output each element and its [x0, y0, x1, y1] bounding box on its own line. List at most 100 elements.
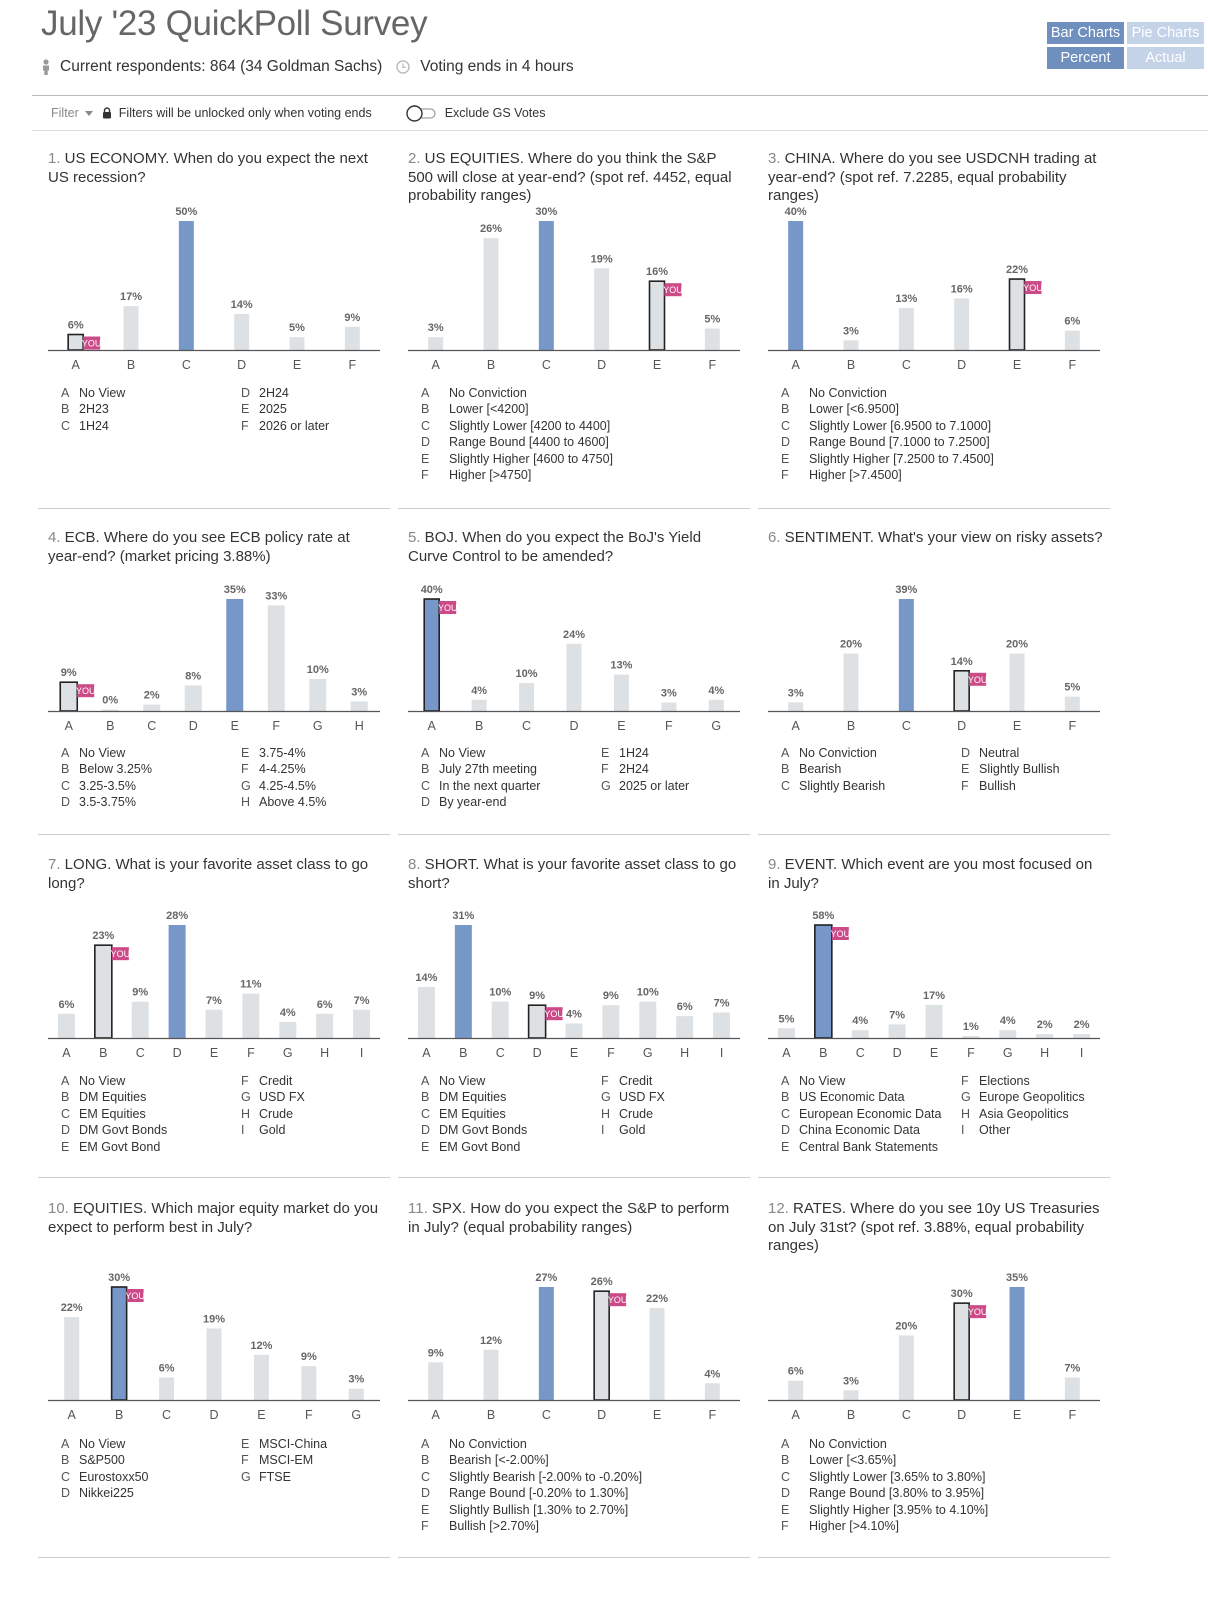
chart-bar-F[interactable] — [1064, 696, 1080, 711]
chart-bar-I[interactable] — [1073, 1034, 1091, 1038]
chart-bar-F[interactable] — [267, 605, 285, 711]
chart-bar-E[interactable] — [925, 1004, 943, 1038]
chart-bar-B[interactable] — [843, 653, 859, 711]
chart-bar-D[interactable] — [206, 1328, 222, 1400]
chart-bar-E[interactable] — [565, 1023, 583, 1038]
chart-bar-A[interactable] — [788, 221, 804, 350]
chart-bar-B[interactable] — [123, 306, 139, 350]
chart-bar-B[interactable] — [483, 238, 499, 350]
bar-value-label: 8% — [185, 670, 201, 682]
chart-bar-C[interactable] — [898, 1335, 914, 1400]
chart-bar-C[interactable] — [538, 221, 554, 350]
chart-bar-A[interactable] — [428, 337, 444, 350]
chart-bar-C[interactable] — [519, 683, 535, 711]
chart-bar-C[interactable] — [131, 1001, 149, 1038]
pie-charts-button[interactable]: Pie Charts — [1127, 22, 1204, 44]
chart-bar-E[interactable] — [205, 1009, 223, 1038]
chart-bar-B[interactable] — [471, 699, 487, 711]
panel-divider — [758, 508, 1110, 509]
chart-bar-C[interactable] — [143, 704, 161, 711]
chart-bar-E[interactable] — [649, 1307, 665, 1400]
chart-bar-A[interactable] — [428, 1362, 444, 1400]
chart-bar-F[interactable] — [661, 702, 677, 711]
chart-bar-F[interactable] — [1064, 1377, 1080, 1400]
chart-bar-A[interactable] — [777, 1028, 795, 1038]
chart-bar-A[interactable] — [788, 702, 804, 711]
chart-bar-A[interactable] — [423, 598, 441, 712]
bar-value-label: 35% — [224, 584, 246, 596]
legend-item-A: A No View — [421, 745, 540, 761]
chart-bar-B[interactable] — [110, 1286, 128, 1401]
chart-bar-A[interactable] — [64, 1317, 80, 1400]
chart-bar-G[interactable] — [309, 679, 327, 711]
legend-item-A: A No Conviction — [781, 745, 885, 761]
chart-bar-F[interactable] — [962, 1036, 980, 1038]
chart-bar-H[interactable] — [350, 701, 368, 711]
chart-bar-E[interactable] — [226, 599, 244, 711]
chart-bar-E[interactable] — [613, 674, 629, 711]
chart-bar-H[interactable] — [316, 1013, 334, 1038]
chart-bar-A[interactable] — [57, 1013, 75, 1038]
chart-bar-D[interactable] — [566, 643, 582, 711]
chart-bar-D[interactable] — [953, 669, 970, 712]
chart-bar-C[interactable] — [851, 1030, 869, 1038]
bar-charts-button[interactable]: Bar Charts — [1047, 22, 1124, 44]
chart-bar-I[interactable] — [353, 1009, 371, 1038]
chart-bar-I[interactable] — [713, 1012, 731, 1038]
person-icon — [43, 59, 49, 75]
chart-bar-D[interactable] — [594, 268, 610, 350]
chart-bar-C[interactable] — [538, 1287, 554, 1400]
chart-bar-G[interactable] — [348, 1388, 364, 1400]
chart-bar-D[interactable] — [168, 925, 186, 1038]
chart-bar-B[interactable] — [843, 340, 859, 350]
chart-bar-D[interactable] — [184, 685, 202, 711]
chart-bar-F[interactable] — [1064, 330, 1080, 350]
chart-bar-B[interactable] — [94, 944, 113, 1039]
chart-bar-G[interactable] — [708, 699, 724, 711]
chart-bar-D[interactable] — [888, 1024, 906, 1038]
chart-bar-B[interactable] — [843, 1390, 859, 1400]
chart-bar-D[interactable] — [953, 1302, 970, 1401]
chart-bar-F[interactable] — [344, 326, 360, 350]
chart-bar-A[interactable] — [417, 986, 435, 1038]
chart-bar-B[interactable] — [101, 709, 119, 712]
chart-bar-G[interactable] — [279, 1021, 297, 1038]
legend-label: July 27th meeting — [439, 762, 537, 777]
chart-bar-G[interactable] — [999, 1030, 1017, 1038]
chart-bar-B[interactable] — [483, 1349, 499, 1400]
percent-button[interactable]: Percent — [1047, 47, 1124, 69]
chart-bar-F[interactable] — [704, 328, 720, 351]
chart-bar-D[interactable] — [954, 298, 970, 350]
chart-bar-B[interactable] — [454, 925, 472, 1038]
legend-item-G: G 2025 or later — [601, 778, 689, 794]
chart-bar-D[interactable] — [527, 1004, 547, 1039]
chart-bar-D[interactable] — [234, 313, 250, 350]
chart-bar-B[interactable] — [814, 924, 833, 1039]
chart-bar-C[interactable] — [178, 221, 194, 350]
chart-bar-H[interactable] — [676, 1016, 694, 1038]
chart-bar-E[interactable] — [1009, 653, 1025, 711]
chart-bar-E[interactable] — [1009, 1287, 1025, 1400]
chart-bar-E[interactable] — [289, 337, 305, 350]
caret-down-icon[interactable] — [84, 110, 93, 116]
chart-bar-A[interactable] — [59, 681, 79, 712]
actual-button[interactable]: Actual — [1127, 47, 1204, 69]
chart-bar-D[interactable] — [593, 1290, 610, 1401]
chart-bar-F[interactable] — [242, 993, 260, 1038]
chart-bar-F[interactable] — [602, 1005, 620, 1038]
chart-bar-C[interactable] — [898, 308, 914, 350]
chart-bar-H[interactable] — [1036, 1034, 1054, 1038]
legend-item-A: A No View — [61, 1436, 148, 1452]
chart-bar-A[interactable] — [67, 333, 84, 351]
chart-bar-C[interactable] — [491, 1001, 509, 1038]
exclude-gs-toggle[interactable] — [406, 104, 436, 122]
chart-bar-C[interactable] — [159, 1377, 175, 1400]
filter-dropdown[interactable]: Filter — [51, 106, 79, 120]
chart-bar-G[interactable] — [639, 1001, 657, 1038]
chart-bar-F[interactable] — [704, 1383, 720, 1400]
chart-bar-E[interactable] — [253, 1354, 269, 1400]
chart-bar-A[interactable] — [788, 1380, 804, 1400]
chart-bar-F[interactable] — [301, 1366, 317, 1400]
legend-label: Range Bound [3.80% to 3.95%] — [809, 1486, 985, 1501]
chart-bar-C[interactable] — [898, 599, 914, 711]
